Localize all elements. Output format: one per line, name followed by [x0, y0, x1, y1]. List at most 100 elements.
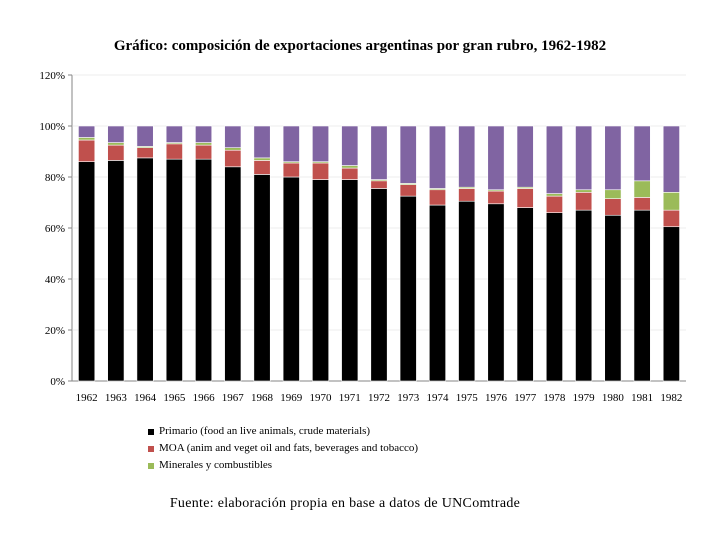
bar-segment-1962-s3: [78, 125, 96, 138]
y-tick-labels: 0% 20% 40% 60% 80% 100% 120%: [39, 70, 65, 388]
bar-segment-1981-s2: [633, 180, 651, 198]
bar-segment-1978-s0: [545, 212, 563, 382]
bar-segment-1980-s2: [604, 189, 622, 199]
y-tick-label: 80%: [45, 172, 65, 184]
y-tick-label: 120%: [39, 70, 65, 82]
source-note: Fuente: elaboración propia en base a dat…: [169, 496, 521, 511]
legend-label-primario: Primario (food an live animals, crude ma…: [159, 425, 371, 437]
bar-segment-1980-s0: [604, 214, 622, 382]
bar-segment-1964-s1: [136, 147, 154, 159]
bar-segment-1972-s0: [370, 188, 388, 382]
bar-segment-1978-s3: [545, 125, 563, 194]
bar-segment-1975-s1: [458, 188, 476, 202]
bar-segment-1974-s0: [428, 204, 446, 382]
legend-swatch-moa: [148, 445, 154, 452]
bar-segment-1979-s0: [575, 209, 593, 382]
bar-segment-1981-s3: [633, 125, 651, 182]
bar-segment-1970-s1: [312, 162, 330, 180]
x-tick-label: 1976: [485, 392, 508, 404]
bar-segment-1977-s1: [516, 188, 534, 208]
bar-segment-1966-s1: [195, 144, 213, 160]
bar-segment-1968-s2: [253, 157, 271, 161]
bar-segment-1966-s0: [195, 158, 213, 382]
chart-bars: [78, 125, 680, 382]
bar-segment-1982-s3: [662, 125, 680, 193]
x-tick-label: 1978: [543, 392, 566, 404]
legend-label-minerales: Minerales y combustibles: [159, 459, 273, 471]
chart-title: Gráfico: composición de exportaciones ar…: [113, 38, 607, 54]
x-tick-label: 1965: [163, 392, 186, 404]
bar-segment-1965-s3: [165, 125, 183, 143]
bar-segment-1968-s0: [253, 174, 271, 382]
bar-segment-1979-s3: [575, 125, 593, 191]
bar-segment-1970-s3: [312, 125, 330, 163]
bar-segment-1963-s3: [107, 125, 125, 143]
y-tick-label: 0%: [50, 376, 65, 388]
y-tick-label: 60%: [45, 223, 65, 235]
bar-segment-1973-s0: [399, 195, 417, 382]
bar-segment-1971-s3: [341, 125, 359, 166]
x-tick-label: 1980: [602, 392, 625, 404]
x-tick-label: 1973: [397, 392, 420, 404]
legend-label-moa: MOA (anim and veget oil and fats, bevera…: [159, 442, 419, 454]
legend-item-minerales: Minerales y combustibles: [148, 457, 418, 474]
x-tick-label: 1979: [573, 392, 596, 404]
bar-segment-1976-s0: [487, 203, 505, 382]
bar-segment-1980-s1: [604, 198, 622, 216]
y-tick-label: 20%: [45, 325, 65, 337]
bar-segment-1969-s3: [282, 125, 300, 163]
bar-segment-1971-s2: [341, 165, 359, 169]
bar-segment-1971-s0: [341, 179, 359, 382]
bar-segment-1965-s0: [165, 158, 183, 382]
bar-segment-1977-s3: [516, 125, 534, 188]
bar-segment-1971-s1: [341, 167, 359, 180]
legend-swatch-minerales: [148, 462, 154, 469]
x-tick-label: 1968: [251, 392, 274, 404]
bar-segment-1982-s1: [662, 209, 680, 228]
bar-segment-1977-s0: [516, 207, 534, 382]
bar-segment-1976-s1: [487, 190, 505, 205]
bar-segment-1967-s0: [224, 166, 242, 382]
bar-segment-1963-s0: [107, 160, 125, 382]
bar-segment-1966-s3: [195, 125, 213, 143]
bar-segment-1980-s3: [604, 125, 622, 191]
x-tick-label: 1966: [193, 392, 216, 404]
bar-segment-1967-s1: [224, 149, 242, 168]
x-tick-label: 1981: [631, 392, 653, 404]
legend-swatch-primario: [148, 428, 154, 435]
x-tick-label: 1975: [456, 392, 479, 404]
x-tick-label: 1977: [514, 392, 537, 404]
x-tick-label: 1971: [339, 392, 361, 404]
bar-segment-1973-s3: [399, 125, 417, 184]
bar-segment-1968-s3: [253, 125, 271, 159]
bar-segment-1964-s3: [136, 125, 154, 147]
bar-segment-1975-s3: [458, 125, 476, 188]
bar-segment-1962-s2: [78, 137, 96, 141]
bar-segment-1963-s2: [107, 142, 125, 146]
chart-legend: Primario (food an live animals, crude ma…: [148, 423, 418, 474]
bar-segment-1968-s1: [253, 160, 271, 175]
bar-segment-1981-s0: [633, 209, 651, 382]
bar-segment-1967-s3: [224, 125, 242, 148]
bar-segment-1979-s2: [575, 189, 593, 193]
bar-segment-1978-s1: [545, 195, 563, 214]
bar-segment-1982-s2: [662, 192, 680, 211]
x-tick-label: 1970: [310, 392, 333, 404]
bar-segment-1975-s0: [458, 200, 476, 382]
bar-segment-1962-s1: [78, 139, 96, 162]
bar-segment-1979-s1: [575, 192, 593, 211]
bar-segment-1967-s2: [224, 147, 242, 151]
bar-segment-1966-s2: [195, 142, 213, 146]
x-tick-label: 1982: [660, 392, 682, 404]
x-tick-label: 1972: [368, 392, 390, 404]
bar-segment-1969-s1: [282, 162, 300, 178]
x-tick-label: 1967: [222, 392, 245, 404]
bar-segment-1981-s1: [633, 197, 651, 211]
legend-item-primario: Primario (food an live animals, crude ma…: [148, 423, 418, 440]
x-tick-label: 1974: [426, 392, 449, 404]
x-tick-label: 1964: [134, 392, 157, 404]
bar-segment-1964-s0: [136, 157, 154, 382]
bar-segment-1969-s0: [282, 176, 300, 382]
bar-segment-1974-s1: [428, 189, 446, 206]
